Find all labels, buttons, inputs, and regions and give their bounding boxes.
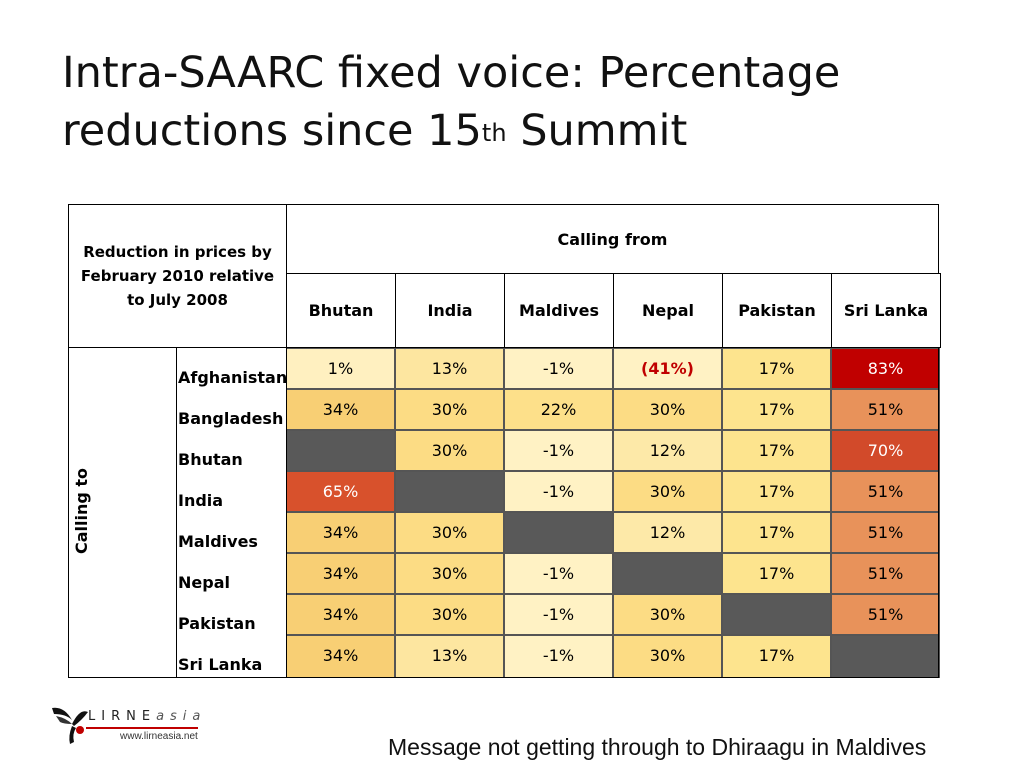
table-cell: -1% bbox=[504, 635, 613, 678]
column-header-label: Bhutan bbox=[308, 301, 374, 320]
row-label: Maldives bbox=[178, 532, 258, 551]
table-cell-blank bbox=[831, 635, 940, 678]
calling-to-label: Calling to bbox=[72, 467, 91, 555]
table-cell: 65% bbox=[286, 471, 395, 512]
table-cell: 34% bbox=[286, 553, 395, 594]
table-cell: 22% bbox=[504, 389, 613, 430]
table-cell: 34% bbox=[286, 389, 395, 430]
column-header: Maldives bbox=[504, 273, 614, 348]
table-cell: 17% bbox=[722, 348, 831, 389]
lirneasia-logo bbox=[50, 702, 210, 746]
column-header: Pakistan bbox=[722, 273, 832, 348]
title-superscript: th bbox=[481, 119, 507, 147]
table-cell: 34% bbox=[286, 512, 395, 553]
logo-name: LIRNE bbox=[88, 709, 157, 724]
logo-name-suffix: asia bbox=[156, 709, 207, 724]
table-cell: 17% bbox=[722, 635, 831, 678]
table-cell: 34% bbox=[286, 594, 395, 635]
calling-from-label: Calling from bbox=[557, 229, 668, 249]
corner-label-text: Reduction in prices by February 2010 rel… bbox=[80, 243, 275, 309]
table-cell: 17% bbox=[722, 430, 831, 471]
table-cell: 51% bbox=[831, 553, 940, 594]
column-header-label: India bbox=[427, 301, 473, 320]
column-header: India bbox=[395, 273, 505, 348]
table-cell: 17% bbox=[722, 512, 831, 553]
row-label: India bbox=[178, 491, 224, 510]
table-cell: 51% bbox=[831, 512, 940, 553]
row-label: Nepal bbox=[178, 573, 230, 592]
table-cell: 13% bbox=[395, 348, 504, 389]
table-cell: 30% bbox=[395, 594, 504, 635]
table-cell: 17% bbox=[722, 553, 831, 594]
table-cell: 17% bbox=[722, 389, 831, 430]
title-main: Intra-SAARC fixed voice: Percentage redu… bbox=[62, 48, 841, 156]
table-cell-blank bbox=[613, 553, 722, 594]
column-header: Bhutan bbox=[286, 273, 396, 348]
table-cell: -1% bbox=[504, 471, 613, 512]
row-label: Bangladesh bbox=[178, 409, 284, 428]
table-cell-blank bbox=[286, 430, 395, 471]
table-cell: 30% bbox=[395, 430, 504, 471]
table-cell: 70% bbox=[831, 430, 940, 471]
table-cell: 34% bbox=[286, 635, 395, 678]
table-cell-blank bbox=[395, 471, 504, 512]
table-cell: -1% bbox=[504, 430, 613, 471]
table-cell: 51% bbox=[831, 389, 940, 430]
column-header: Nepal bbox=[613, 273, 723, 348]
table-corner-label: Reduction in prices by February 2010 rel… bbox=[68, 204, 287, 348]
table-cell: 13% bbox=[395, 635, 504, 678]
table-cell-blank bbox=[504, 512, 613, 553]
table-cell: 51% bbox=[831, 594, 940, 635]
column-group-header: Calling from bbox=[286, 204, 939, 274]
table-cell: -1% bbox=[504, 594, 613, 635]
column-header: Sri Lanka bbox=[831, 273, 941, 348]
logo-wordmark: LIRNEasia bbox=[88, 709, 206, 724]
table-cell: 30% bbox=[395, 389, 504, 430]
table-cell: (41%) bbox=[613, 348, 722, 389]
table-cell: 30% bbox=[613, 594, 722, 635]
column-header-label: Maldives bbox=[519, 301, 599, 320]
table-cell: 12% bbox=[613, 512, 722, 553]
table-cell: 30% bbox=[395, 512, 504, 553]
table-cell: 1% bbox=[286, 348, 395, 389]
table-cell: 17% bbox=[722, 471, 831, 512]
slide-title: Intra-SAARC fixed voice: Percentage redu… bbox=[62, 44, 962, 160]
row-label: Sri Lanka bbox=[178, 655, 263, 674]
row-label: Pakistan bbox=[178, 614, 256, 633]
row-label: Bhutan bbox=[178, 450, 243, 469]
table-cell: 51% bbox=[831, 471, 940, 512]
table-cell: 30% bbox=[613, 389, 722, 430]
table-cell: 83% bbox=[831, 348, 940, 389]
title-end: Summit bbox=[506, 106, 688, 156]
table-cell: -1% bbox=[504, 553, 613, 594]
logo-underline bbox=[86, 727, 198, 729]
row-label: Afghanistan bbox=[178, 368, 288, 387]
table-cell-blank bbox=[722, 594, 831, 635]
column-header-label: Pakistan bbox=[738, 301, 816, 320]
table-cell: -1% bbox=[504, 348, 613, 389]
row-group-header bbox=[68, 347, 177, 678]
column-header-label: Sri Lanka bbox=[843, 301, 929, 320]
footer-caption: Message not getting through to Dhiraagu … bbox=[388, 734, 927, 760]
table-cell: 12% bbox=[613, 430, 722, 471]
column-header-label: Nepal bbox=[642, 301, 694, 320]
table-cell: 30% bbox=[395, 553, 504, 594]
butterfly-logo-icon bbox=[52, 707, 88, 744]
logo-url: www.lirneasia.net bbox=[120, 731, 198, 742]
row-labels-column bbox=[176, 347, 287, 678]
table-cell: 30% bbox=[613, 471, 722, 512]
table-cell: 30% bbox=[613, 635, 722, 678]
